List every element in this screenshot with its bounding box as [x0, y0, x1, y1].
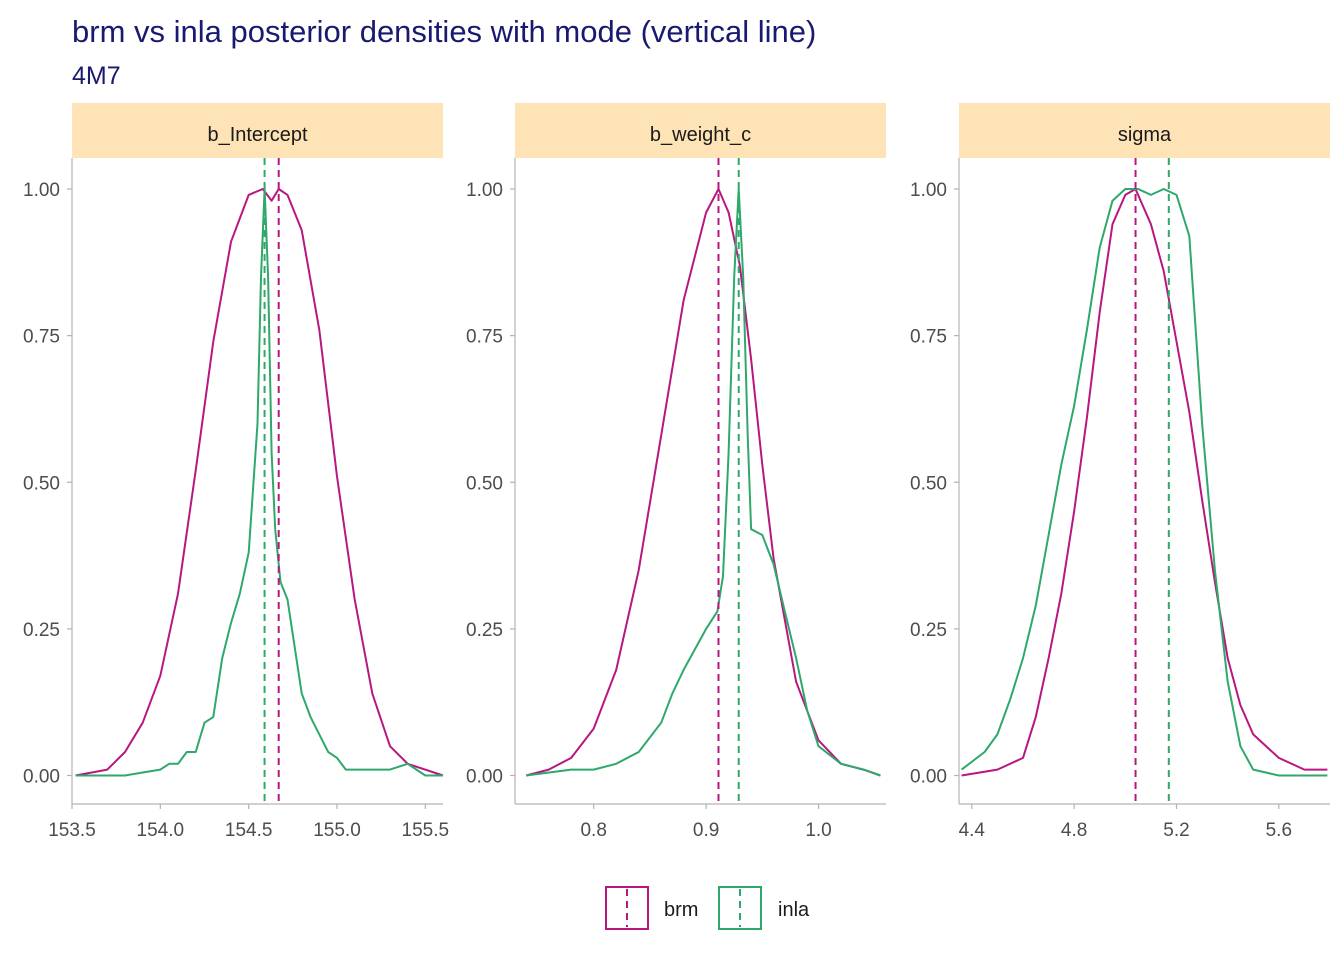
- panel-sigma: sigma 0.00 0.25 0.50 0.75 1.00 4.4 4.8 5.2 5.6: [910, 103, 1330, 841]
- facet-strip-label: b_Intercept: [207, 124, 308, 146]
- legend-item-brm: brm: [605, 886, 698, 930]
- x-tick-label: 154.5: [225, 820, 273, 841]
- y-tick-label: 0.25: [23, 620, 60, 641]
- facet-strip-label: sigma: [1118, 124, 1172, 146]
- y-tick-label: 0.00: [23, 767, 60, 788]
- y-tick-label: 0.50: [910, 473, 947, 494]
- panel-b-intercept: b_Intercept 0.00 0.25 0.50 0.75 1.00 153.5 154.…: [23, 103, 449, 841]
- x-tick-label: 4.4: [959, 820, 986, 841]
- x-tick-label: 155.0: [313, 820, 361, 841]
- panel-b-weight-c: b_weight_c 0.00 0.25 0.50 0.75 1.00 0.8 0.9 1.0: [466, 103, 886, 841]
- density-line-brm: [961, 188, 1328, 777]
- facet-strip-label: b_weight_c: [650, 124, 751, 146]
- x-tick-label: 155.5: [402, 820, 450, 841]
- chart-title: brm vs inla posterior densities with mod…: [72, 14, 816, 49]
- y-tick-label: 1.00: [23, 180, 60, 201]
- x-tick-label: 4.8: [1061, 820, 1087, 841]
- legend-item-inla: inla: [718, 886, 810, 930]
- x-tick-label: 154.0: [137, 820, 185, 841]
- facet-strip: [515, 103, 886, 158]
- density-line-inla: [75, 188, 443, 777]
- facet-panels: b_Intercept 0.00 0.25 0.50 0.75 1.00 153.5 154.…: [23, 103, 1330, 841]
- x-tick-label: 1.0: [805, 820, 831, 841]
- y-tick-label: 0.25: [910, 620, 947, 641]
- y-tick-label: 0.75: [466, 327, 503, 348]
- y-tick-label: 0.25: [466, 620, 503, 641]
- density-line-brm: [525, 188, 881, 777]
- y-tick-label: 0.75: [910, 327, 947, 348]
- density-line-inla: [526, 188, 881, 777]
- x-tick-label: 153.5: [48, 820, 96, 841]
- facet-strip: [959, 103, 1330, 158]
- y-tick-label: 0.50: [23, 473, 60, 494]
- facet-strip: [72, 103, 443, 158]
- x-tick-label: 5.6: [1266, 820, 1292, 841]
- y-tick-label: 0.00: [910, 767, 947, 788]
- density-line-inla: [960, 188, 1328, 777]
- y-tick-label: 1.00: [910, 180, 947, 201]
- y-tick-label: 0.75: [23, 327, 60, 348]
- legend-label: brm: [664, 899, 698, 921]
- y-tick-label: 0.00: [466, 767, 503, 788]
- legend-label: inla: [778, 899, 810, 921]
- density-line-brm: [75, 188, 444, 777]
- x-tick-label: 0.8: [580, 820, 606, 841]
- chart-subtitle: 4M7: [72, 62, 121, 90]
- legend: brm inla: [605, 886, 810, 930]
- y-tick-label: 0.50: [466, 473, 503, 494]
- y-tick-label: 1.00: [466, 180, 503, 201]
- x-tick-label: 0.9: [693, 820, 719, 841]
- x-tick-label: 5.2: [1163, 820, 1189, 841]
